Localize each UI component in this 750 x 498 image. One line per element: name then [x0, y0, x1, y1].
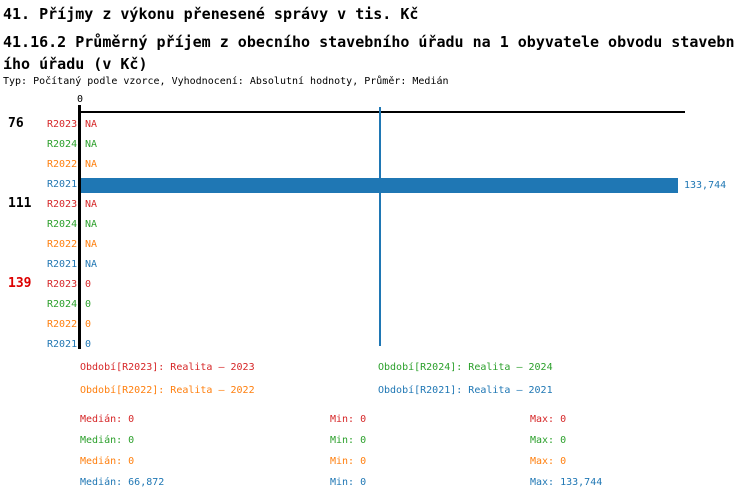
- legend-entry-r2022: Období[R2022]: Realita – 2022: [80, 385, 255, 396]
- value-label: 0: [85, 339, 92, 350]
- group-label: 111: [8, 196, 32, 211]
- legend-entry-r2024: Období[R2024]: Realita – 2024: [378, 362, 553, 373]
- stats-median-r2022: Medián: 0: [80, 456, 135, 467]
- chart-row: R2024 0: [0, 296, 750, 316]
- page-title: 41. Příjmy z výkonu přenesené správy v t…: [3, 5, 419, 23]
- value-label: NA: [85, 119, 98, 130]
- series-label: R2023: [47, 119, 78, 130]
- chart-row: R2021 0: [0, 336, 750, 356]
- chart-row: R2022 NA: [0, 156, 750, 176]
- series-label: R2022: [47, 159, 78, 170]
- median-line: [379, 107, 381, 346]
- legend-entry-r2021: Období[R2021]: Realita – 2021: [378, 385, 553, 396]
- series-label: R2023: [47, 279, 78, 290]
- series-label: R2024: [47, 139, 78, 150]
- stats-min-r2022: Min: 0: [330, 456, 367, 467]
- series-label: R2021: [47, 259, 78, 270]
- stats-min-r2021: Min: 0: [330, 477, 367, 488]
- value-bar-r2021: [81, 178, 678, 193]
- stats-max-r2022: Max: 0: [530, 456, 567, 467]
- series-label: R2024: [47, 219, 78, 230]
- chart-row: R2024 NA: [0, 216, 750, 236]
- stats-min-r2024: Min: 0: [330, 435, 367, 446]
- series-label: R2023: [47, 199, 78, 210]
- chart-rows: 76 R2023 NA R2024 NA R2022 NA R2021 133,…: [0, 116, 750, 356]
- value-label: 0: [85, 319, 92, 330]
- value-label: NA: [85, 139, 98, 150]
- stats-max-r2023: Max: 0: [530, 414, 567, 425]
- chart-row: 139 R2023 0: [0, 276, 750, 296]
- stats-median-r2023: Medián: 0: [80, 414, 135, 425]
- x-axis-line: [78, 111, 685, 113]
- page-subtitle-line2: ího úřadu (v Kč): [3, 55, 148, 73]
- stats-median-r2024: Medián: 0: [80, 435, 135, 446]
- bar-value-label: 133,744: [684, 180, 727, 191]
- stats-max-r2021: Max: 133,744: [530, 477, 603, 488]
- stats-max-r2024: Max: 0: [530, 435, 567, 446]
- series-label: R2024: [47, 299, 78, 310]
- series-label: R2022: [47, 239, 78, 250]
- value-label: NA: [85, 219, 98, 230]
- y-axis-line: [78, 105, 81, 349]
- chart-row: 111 R2023 NA: [0, 196, 750, 216]
- axis-origin-tick-label: 0: [76, 94, 84, 105]
- page-subtitle-line1: 41.16.2 Průměrný příjem z obecního stave…: [3, 33, 735, 51]
- group-label: 76: [8, 116, 24, 131]
- series-label: R2021: [47, 339, 78, 350]
- series-label: R2021: [47, 179, 78, 190]
- group-label-highlighted: 139: [8, 276, 32, 291]
- chart-row: R2022 NA: [0, 236, 750, 256]
- stats-median-r2021: Medián: 66,872: [80, 477, 165, 488]
- chart-row: R2021 NA: [0, 256, 750, 276]
- series-label: R2022: [47, 319, 78, 330]
- chart-meta-line: Typ: Počítaný podle vzorce, Vyhodnocení:…: [3, 76, 449, 87]
- legend-entry-r2023: Období[R2023]: Realita – 2023: [80, 362, 255, 373]
- value-label: 0: [85, 279, 92, 290]
- value-label: 0: [85, 299, 92, 310]
- value-label: NA: [85, 259, 98, 270]
- value-label: NA: [85, 239, 98, 250]
- chart-row: 76 R2023 NA: [0, 116, 750, 136]
- value-label: NA: [85, 159, 98, 170]
- stats-min-r2023: Min: 0: [330, 414, 367, 425]
- chart-row: R2022 0: [0, 316, 750, 336]
- chart-row: R2021 133,744: [0, 176, 750, 196]
- value-label: NA: [85, 199, 98, 210]
- chart-row: R2024 NA: [0, 136, 750, 156]
